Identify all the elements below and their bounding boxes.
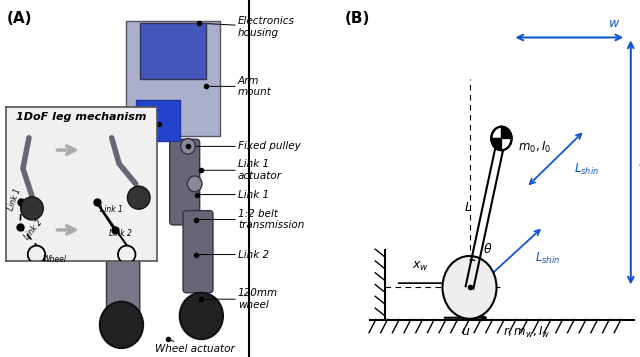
Text: $u$: $u$ — [461, 325, 470, 338]
Text: Link 1: Link 1 — [6, 187, 22, 211]
Text: Link 1: Link 1 — [100, 205, 122, 214]
Bar — [127, 21, 220, 136]
Text: Link 1
actuator: Link 1 actuator — [202, 160, 282, 181]
Text: 120mm
wheel: 120mm wheel — [202, 288, 278, 310]
Text: (B): (B) — [345, 11, 371, 26]
Text: Arm
mount: Arm mount — [206, 76, 272, 97]
Circle shape — [127, 186, 150, 209]
Text: Link 2: Link 2 — [109, 229, 132, 238]
Text: Link 2: Link 2 — [23, 218, 45, 241]
Text: $\theta$: $\theta$ — [483, 242, 492, 256]
Text: Battery: Battery — [118, 119, 159, 129]
Bar — [136, 100, 180, 141]
Polygon shape — [502, 127, 511, 139]
Text: $x_w$: $x_w$ — [412, 260, 429, 272]
Text: 1DoF leg mechanism: 1DoF leg mechanism — [17, 112, 147, 122]
Text: $r, m_w, I_w$: $r, m_w, I_w$ — [503, 325, 551, 340]
Bar — [140, 23, 206, 79]
Circle shape — [100, 302, 143, 348]
FancyBboxPatch shape — [183, 211, 213, 293]
Text: $h$: $h$ — [639, 155, 640, 170]
Text: $L$: $L$ — [465, 201, 473, 214]
Text: Link 2: Link 2 — [196, 250, 269, 260]
FancyBboxPatch shape — [170, 139, 200, 225]
Text: 1:2 belt
transmission: 1:2 belt transmission — [196, 209, 305, 230]
Circle shape — [492, 127, 511, 150]
Text: $L_{shin}$: $L_{shin}$ — [535, 251, 560, 266]
Circle shape — [180, 139, 195, 154]
Text: $w$: $w$ — [608, 17, 620, 30]
Circle shape — [188, 176, 202, 192]
Text: Link 1: Link 1 — [197, 190, 269, 200]
FancyBboxPatch shape — [106, 218, 140, 314]
Polygon shape — [492, 139, 502, 150]
Text: (A): (A) — [6, 11, 32, 26]
Circle shape — [20, 197, 44, 220]
Text: $L_{shin}$: $L_{shin}$ — [574, 162, 599, 177]
Text: Electronics
housing: Electronics housing — [199, 16, 295, 37]
Circle shape — [180, 293, 223, 339]
Text: $m_0, I_0$: $m_0, I_0$ — [518, 140, 552, 155]
Text: Wheel actuator: Wheel actuator — [155, 339, 234, 354]
FancyBboxPatch shape — [120, 139, 150, 232]
Text: Fixed pulley: Fixed pulley — [188, 141, 301, 151]
Text: Wheel: Wheel — [42, 255, 67, 264]
Circle shape — [442, 256, 497, 319]
